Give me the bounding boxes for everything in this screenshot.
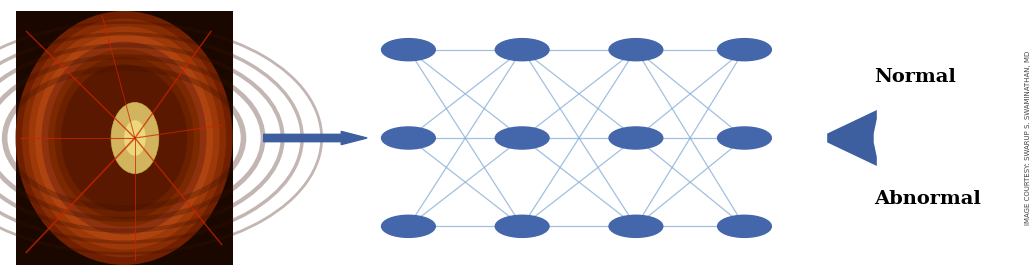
- Ellipse shape: [495, 39, 549, 61]
- Ellipse shape: [16, 11, 233, 265]
- Ellipse shape: [124, 120, 146, 156]
- Ellipse shape: [22, 19, 226, 257]
- Ellipse shape: [382, 39, 435, 61]
- FancyArrow shape: [264, 131, 367, 145]
- Ellipse shape: [382, 127, 435, 149]
- Text: Normal: Normal: [874, 68, 955, 86]
- Ellipse shape: [29, 26, 219, 250]
- Ellipse shape: [49, 49, 201, 227]
- Ellipse shape: [41, 41, 207, 235]
- Ellipse shape: [609, 127, 663, 149]
- Text: IMAGE COURTESY: SWARUP S. SWAMINATHAN, MD: IMAGE COURTESY: SWARUP S. SWAMINATHAN, M…: [1025, 51, 1031, 225]
- Bar: [16, 11, 233, 265]
- Ellipse shape: [61, 64, 187, 212]
- Ellipse shape: [718, 127, 771, 149]
- Ellipse shape: [609, 39, 663, 61]
- Ellipse shape: [495, 127, 549, 149]
- Ellipse shape: [382, 215, 435, 237]
- Ellipse shape: [495, 215, 549, 237]
- Text: Abnormal: Abnormal: [874, 190, 980, 208]
- Polygon shape: [827, 110, 877, 166]
- Ellipse shape: [718, 215, 771, 237]
- Ellipse shape: [55, 57, 193, 219]
- Ellipse shape: [35, 34, 213, 242]
- Ellipse shape: [609, 215, 663, 237]
- Ellipse shape: [111, 102, 159, 174]
- Ellipse shape: [718, 39, 771, 61]
